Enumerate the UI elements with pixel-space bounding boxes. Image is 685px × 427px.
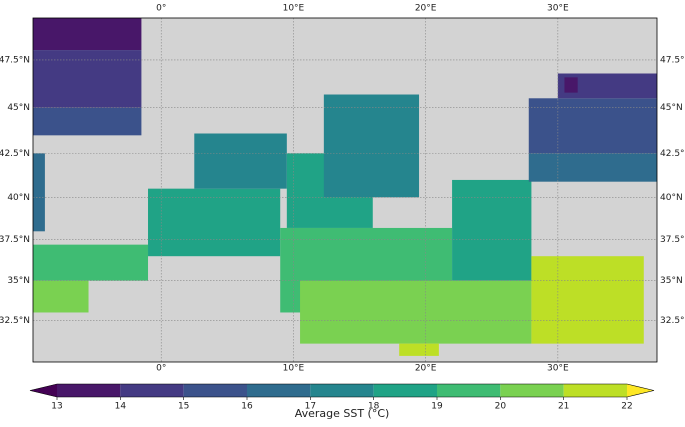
- lat-tick-label: 42.5°N: [0, 149, 30, 159]
- sst-cell: [564, 77, 578, 93]
- lat-tick-label: 42.5°N: [660, 149, 685, 159]
- lat-tick-label: 32.5°N: [0, 316, 30, 326]
- colorbar-tick-label: 17: [305, 402, 316, 412]
- colorbar-bin: [120, 384, 184, 397]
- lat-tick-label: 40°N: [7, 193, 30, 203]
- colorbar-bin: [373, 384, 437, 397]
- sst-cell: [194, 133, 287, 189]
- sst-cell: [531, 256, 644, 344]
- colorbar-bin: [437, 384, 501, 397]
- colorbar-bin: [247, 384, 311, 397]
- colorbar-tick-label: 15: [178, 402, 189, 412]
- lat-tick-label: 40°N: [660, 193, 683, 203]
- colorbar-under: [30, 384, 57, 397]
- lon-tick-label: 20°E: [415, 4, 437, 14]
- lat-tick-label: 45°N: [660, 103, 683, 113]
- colorbar-over: [627, 384, 654, 397]
- lat-tick-label: 35°N: [7, 276, 30, 286]
- sst-cell: [33, 18, 142, 51]
- lat-tick-label: 47.5°N: [660, 55, 685, 65]
- sst-cell: [323, 94, 420, 198]
- lat-tick-label: 47.5°N: [0, 55, 30, 65]
- sst-cell: [300, 280, 532, 344]
- lon-tick-label: 0°: [156, 4, 166, 14]
- lon-tick-label: 30°E: [547, 4, 569, 14]
- colorbar-bin: [563, 384, 627, 397]
- lon-tick-label: 0°: [156, 364, 166, 374]
- sst-cell: [33, 244, 149, 281]
- map-frame: [32, 17, 658, 363]
- lat-tick-label: 37.5°N: [0, 235, 30, 245]
- colorbar-tick-label: 16: [241, 402, 253, 412]
- sst-cell: [33, 153, 45, 232]
- sst-cell: [528, 153, 657, 182]
- lat-tick-label: 35°N: [660, 276, 683, 286]
- colorbar-tick-label: 19: [431, 402, 443, 412]
- sst-cell: [33, 50, 142, 108]
- sst-cell: [148, 188, 281, 257]
- sst-cell: [528, 98, 657, 154]
- lon-tick-label: 10°E: [283, 4, 305, 14]
- lat-tick-label: 37.5°N: [660, 235, 685, 245]
- colorbar-tick-label: 21: [558, 402, 569, 412]
- lon-tick-label: 30°E: [547, 364, 569, 374]
- sst-cell: [33, 280, 89, 313]
- colorbar-tick-label: 18: [368, 402, 380, 412]
- sst-cell: [33, 107, 142, 136]
- colorbar-tick-label: 22: [621, 402, 632, 412]
- sst-cell: [399, 343, 439, 356]
- colorbar-bin: [183, 384, 247, 397]
- colorbar-bin: [57, 384, 121, 397]
- colorbar-tick-label: 13: [51, 402, 62, 412]
- lat-tick-label: 45°N: [7, 103, 30, 113]
- colorbar-tick-label: 20: [495, 402, 507, 412]
- lon-tick-label: 10°E: [283, 364, 305, 374]
- colorbar-label: Average SST (°C): [295, 407, 390, 420]
- colorbar-bin: [310, 384, 374, 397]
- lon-tick-label: 20°E: [415, 364, 437, 374]
- colorbar-bin: [500, 384, 564, 397]
- colorbar-tick-label: 14: [115, 402, 127, 412]
- sst-cell: [452, 179, 532, 281]
- lat-tick-label: 32.5°N: [660, 316, 685, 326]
